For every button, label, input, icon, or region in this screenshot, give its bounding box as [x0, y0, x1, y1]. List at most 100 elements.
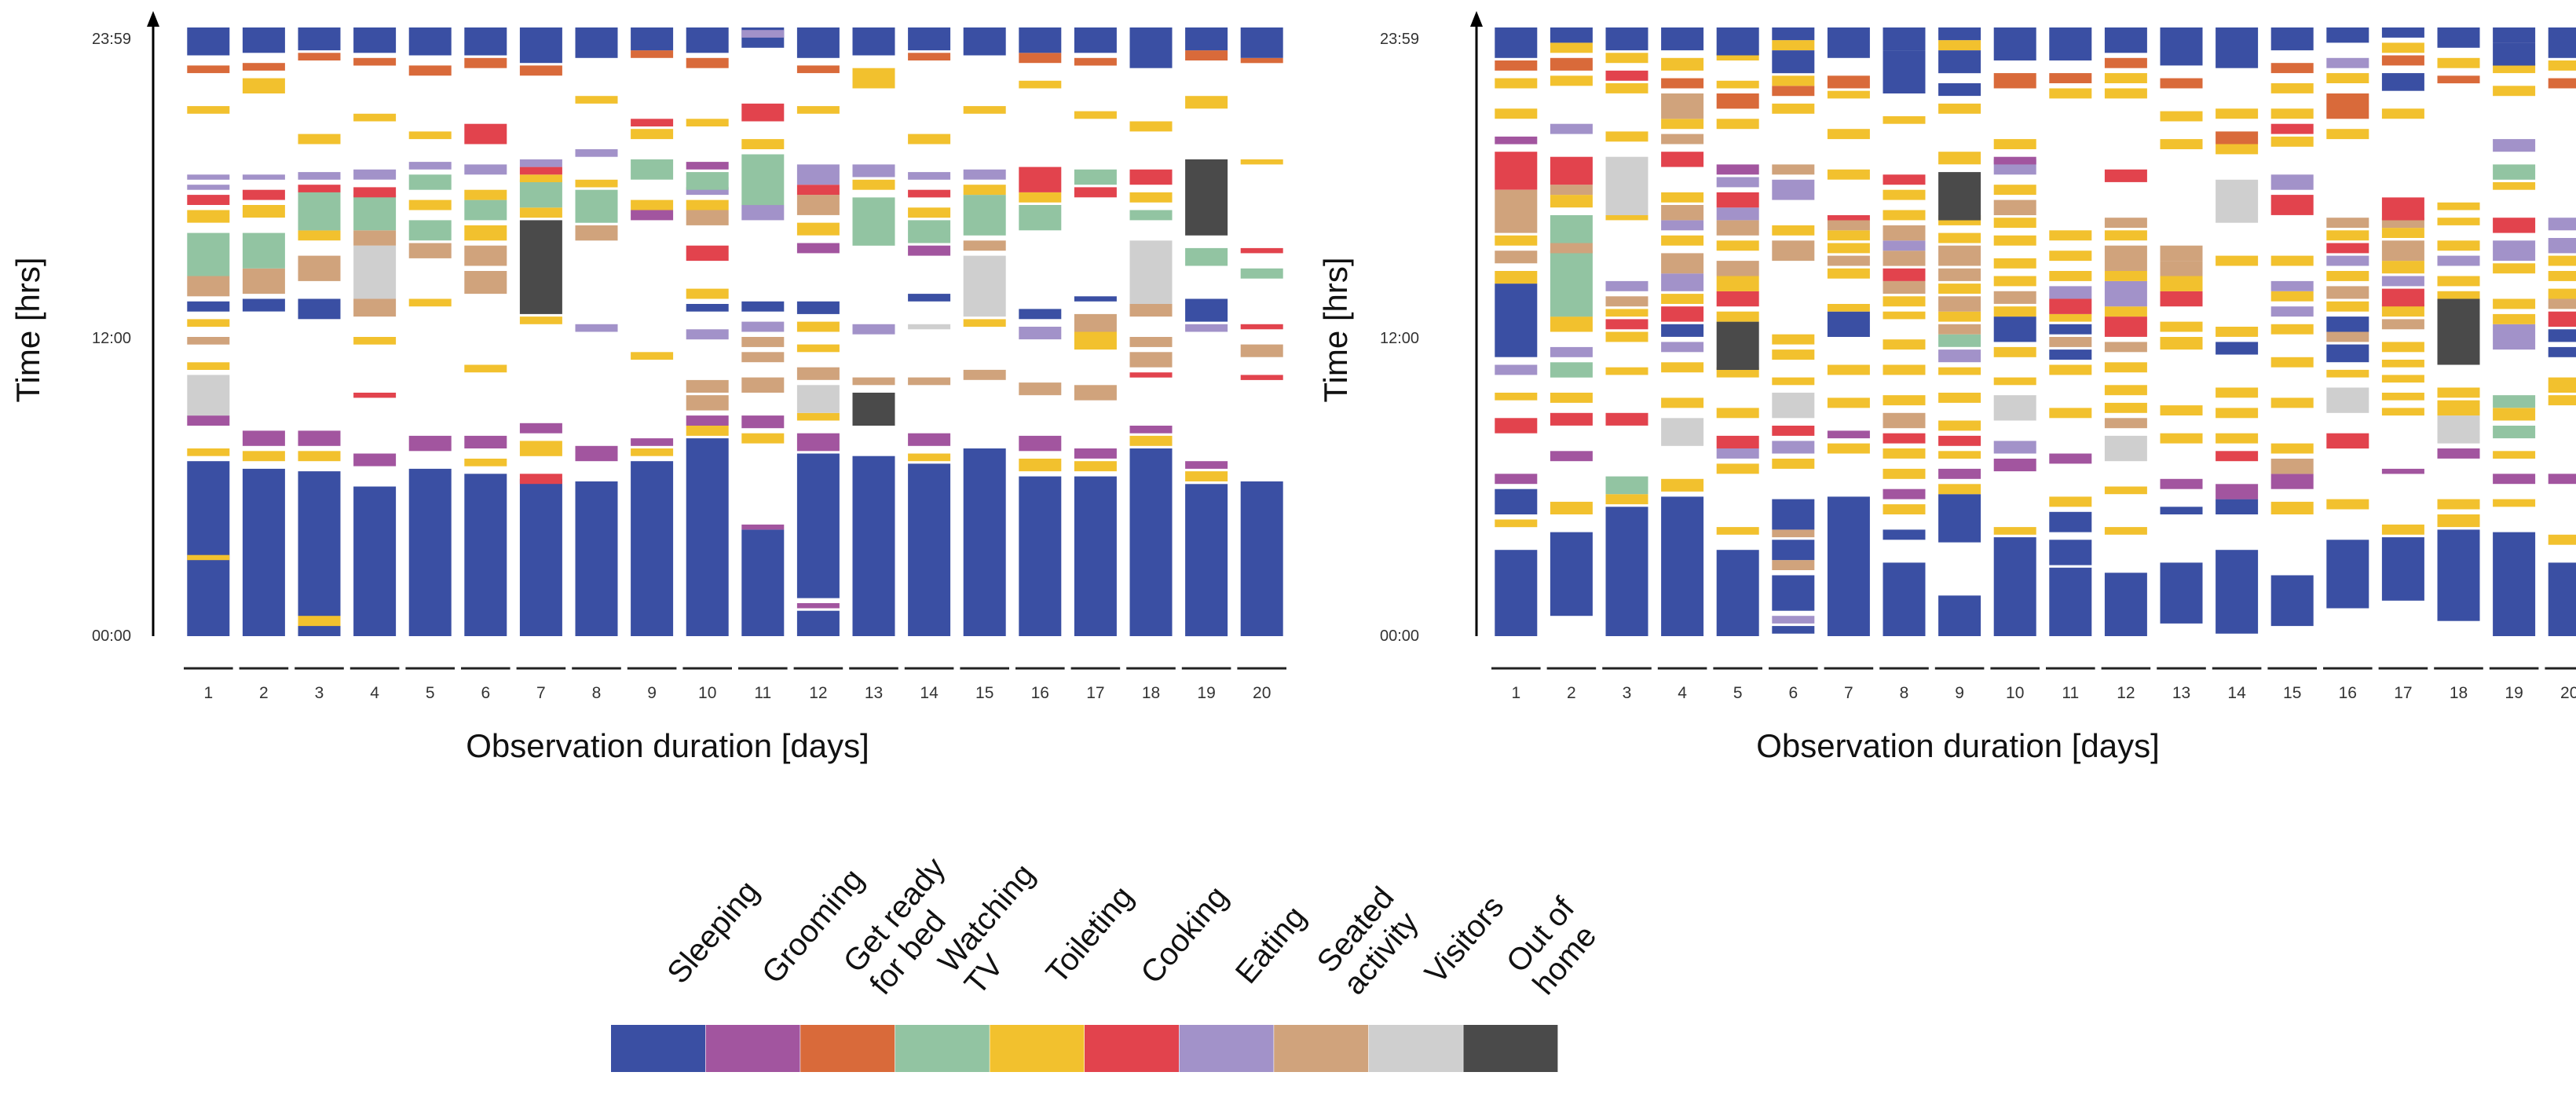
activity-segment: [908, 207, 951, 218]
activity-segment: [1074, 187, 1117, 198]
activity-segment: [1019, 166, 1062, 192]
activity-segment: [1240, 375, 1283, 380]
legend-swatch: [800, 1025, 895, 1072]
activity-segment: [2104, 245, 2147, 271]
activity-segment: [2381, 27, 2424, 38]
activity-segment: [1605, 476, 1648, 495]
activity-segment: [1772, 540, 1815, 561]
activity-segment: [1772, 86, 1815, 97]
activity-segment: [2493, 313, 2536, 324]
activity-segment: [908, 433, 951, 446]
day-tick-label: 10: [2006, 684, 2024, 702]
activity-segment: [1185, 471, 1228, 481]
activity-segment: [2104, 280, 2147, 307]
day-tick-label: 1: [1511, 684, 1520, 702]
activity-segment: [1074, 476, 1117, 636]
activity-segment: [1605, 280, 1648, 291]
activity-segment: [2216, 144, 2259, 155]
activity-segment: [519, 441, 562, 456]
activity-segment: [1883, 504, 1926, 514]
activity-segment: [631, 50, 674, 58]
activity-segment: [298, 451, 341, 462]
activity-segment: [2493, 451, 2536, 459]
activity-segment: [1185, 247, 1228, 266]
activity-segment: [575, 189, 618, 223]
activity-segment: [1883, 529, 1926, 540]
activity-segment: [741, 524, 785, 530]
activity-segment: [1661, 192, 1704, 203]
day-tick-label: 9: [1955, 684, 1964, 702]
activity-segment: [242, 232, 285, 269]
activity-segment: [1019, 327, 1062, 340]
activity-segment: [464, 57, 507, 68]
activity-segment: [408, 162, 452, 170]
activity-segment: [1938, 40, 1981, 50]
activity-segment: [519, 159, 562, 167]
activity-segment: [242, 430, 285, 446]
activity-segment: [1661, 119, 1704, 130]
activity-segment: [631, 448, 674, 456]
activity-segment: [1993, 306, 2036, 317]
activity-segment: [2437, 529, 2480, 621]
activity-segment: [1129, 27, 1173, 68]
activity-segment: [1938, 367, 1981, 375]
activity-segment: [2160, 321, 2203, 332]
activity-segment: [1772, 179, 1815, 200]
activity-segment: [353, 195, 397, 231]
activity-segment: [242, 268, 285, 295]
day-tick-label: 9: [647, 684, 657, 702]
activity-segment: [1661, 93, 1704, 119]
activity-segment: [2493, 27, 2536, 43]
activity-segment: [908, 453, 951, 462]
activity-segment: [2493, 298, 2536, 309]
activity-segment: [2049, 251, 2092, 262]
activity-segment: [2381, 375, 2424, 383]
activity-segment: [1883, 225, 1926, 241]
activity-segment: [796, 195, 840, 215]
activity-segment: [1938, 484, 1981, 495]
activity-segment: [2216, 387, 2259, 398]
activity-segment: [187, 27, 230, 56]
activity-segment: [519, 423, 562, 434]
activity-segment: [2493, 324, 2536, 350]
activity-segment: [519, 478, 562, 636]
activity-segment: [298, 189, 341, 231]
activity-segment: [1772, 616, 1815, 624]
activity-segment: [298, 298, 341, 320]
activity-segment: [242, 189, 285, 200]
activity-segment: [2049, 337, 2092, 347]
activity-segment: [1883, 311, 1926, 320]
activity-segment: [631, 352, 674, 360]
activity-segment: [1550, 215, 1593, 243]
activity-segment: [1550, 316, 1593, 332]
activity-segment: [242, 205, 285, 218]
activity-segment: [686, 172, 729, 190]
activity-segment: [1661, 235, 1704, 246]
activity-segment: [2437, 202, 2480, 210]
activity-segment: [408, 220, 452, 241]
activity-segment: [1716, 53, 1759, 60]
activity-segment: [1993, 346, 2036, 357]
activity-segment: [631, 199, 674, 210]
activity-segment: [796, 185, 840, 196]
activity-segment: [1938, 50, 1981, 74]
activity-segment: [1938, 296, 1981, 312]
activity-segment: [2049, 496, 2092, 507]
activity-segment: [1019, 459, 1062, 472]
activity-segment: [1827, 220, 1870, 231]
activity-segment: [1495, 60, 1538, 71]
activity-segment: [2437, 415, 2480, 444]
activity-segment: [2493, 139, 2536, 152]
activity-segment: [796, 106, 840, 114]
day-tick-label: 8: [1900, 684, 1909, 702]
activity-segment: [1938, 435, 1981, 446]
activity-segment: [2548, 377, 2576, 393]
activity-segment: [1827, 169, 1870, 180]
activity-segment: [1938, 152, 1981, 165]
day-tick-label: 2: [1567, 684, 1576, 702]
activity-segment: [408, 65, 452, 76]
legend-label: WatchingTV: [931, 858, 1068, 1001]
day-tick-label: 15: [975, 684, 993, 702]
activity-segment: [519, 207, 562, 218]
activity-segment: [1661, 397, 1704, 408]
